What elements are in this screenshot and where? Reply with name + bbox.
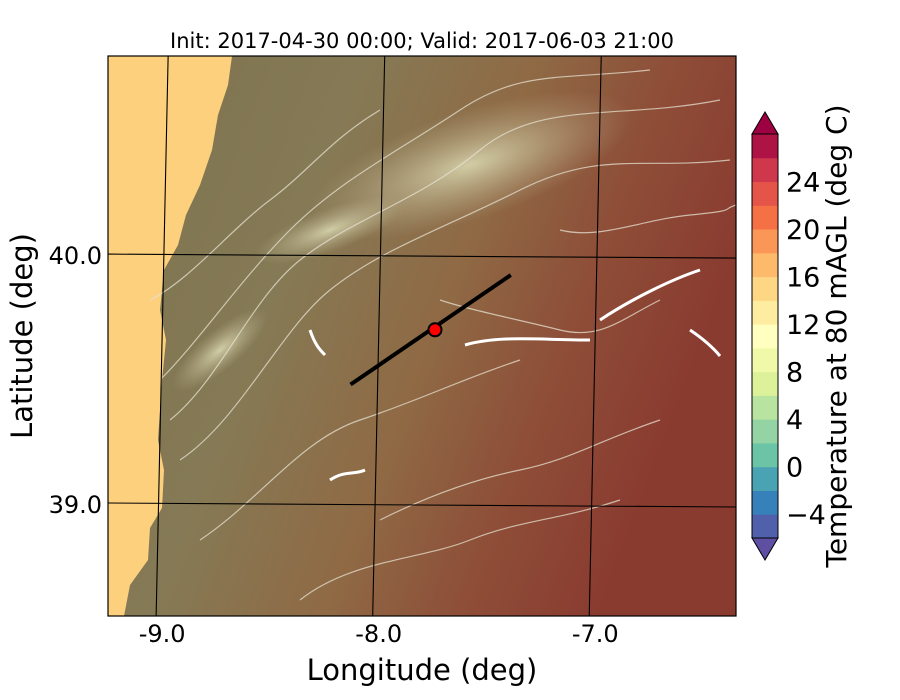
longitude-gridline — [155, 56, 169, 616]
y-tick-label: 39.0 — [49, 491, 102, 519]
plot-frame — [107, 55, 737, 617]
longitude-gridline — [588, 56, 602, 616]
colorbar-segment — [752, 229, 778, 254]
colorbar-tick-label: 0 — [786, 453, 803, 484]
colorbar-segment — [752, 395, 778, 420]
ridge-highlight — [254, 195, 406, 265]
temperature-contours — [149, 69, 736, 601]
river-features — [308, 268, 722, 482]
colorbar-tick-label: 4 — [786, 405, 803, 436]
colorbar-extend-min — [751, 537, 779, 561]
colorbar-tick-label: 20 — [786, 215, 820, 246]
colorbar-segment — [752, 419, 778, 444]
colorbar-ticks: −4 0 4 8 12 16 20 24 — [786, 168, 826, 532]
colorbar-label: Temperature at 80 mAGL (deg C) — [820, 104, 853, 568]
colorbar-segment — [752, 324, 778, 349]
map-area — [108, 56, 736, 616]
colorbar-segment — [752, 157, 778, 183]
colorbar-segment — [752, 514, 778, 539]
colorbar-segment — [752, 276, 778, 301]
colorbar-segment — [752, 181, 778, 206]
colorbar-segment — [752, 300, 778, 325]
chart-title: Init: 2017-04-30 00:00; Valid: 2017-06-0… — [170, 29, 674, 53]
x-axis-label: Longitude (deg) — [307, 653, 538, 687]
y-axis-label: Latitude (deg) — [5, 233, 39, 439]
ridge-highlight — [172, 308, 268, 392]
colorbar-segment — [752, 466, 778, 491]
colorbar-frame — [751, 133, 779, 539]
colorbar-extend-max — [751, 111, 779, 135]
x-tick-label: -9.0 — [139, 620, 186, 648]
location-marker — [427, 322, 443, 338]
x-axis-ticks: -9.0 -8.0 -7.0 — [139, 620, 619, 648]
colorbar-segment — [752, 371, 778, 396]
colorbar-tick-label: 24 — [786, 168, 820, 199]
longitude-gridline — [372, 56, 386, 616]
colorbar-tick-label: 12 — [786, 310, 820, 341]
y-axis-ticks: 39.0 40.0 — [49, 242, 102, 519]
colorbar-tick-label: 8 — [786, 358, 803, 389]
colorbar-tick-label: −4 — [786, 500, 826, 531]
latitude-gridline — [108, 253, 736, 259]
colorbar — [751, 111, 779, 561]
colorbar-segment — [752, 252, 778, 278]
colorbar-tick-label: 16 — [786, 263, 820, 294]
latitude-gridline — [108, 502, 736, 508]
y-tick-label: 40.0 — [49, 242, 102, 270]
colorbar-segment — [752, 134, 778, 159]
colorbar-segment — [752, 347, 778, 373]
colorbar-segment — [752, 442, 778, 468]
x-tick-label: -8.0 — [355, 620, 402, 648]
colorbar-segment — [752, 205, 778, 230]
graticule — [108, 56, 736, 616]
colorbar-segment — [752, 490, 778, 515]
x-tick-label: -7.0 — [572, 620, 619, 648]
